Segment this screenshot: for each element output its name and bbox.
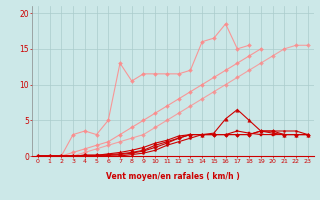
X-axis label: Vent moyen/en rafales ( km/h ): Vent moyen/en rafales ( km/h ) <box>106 172 240 181</box>
